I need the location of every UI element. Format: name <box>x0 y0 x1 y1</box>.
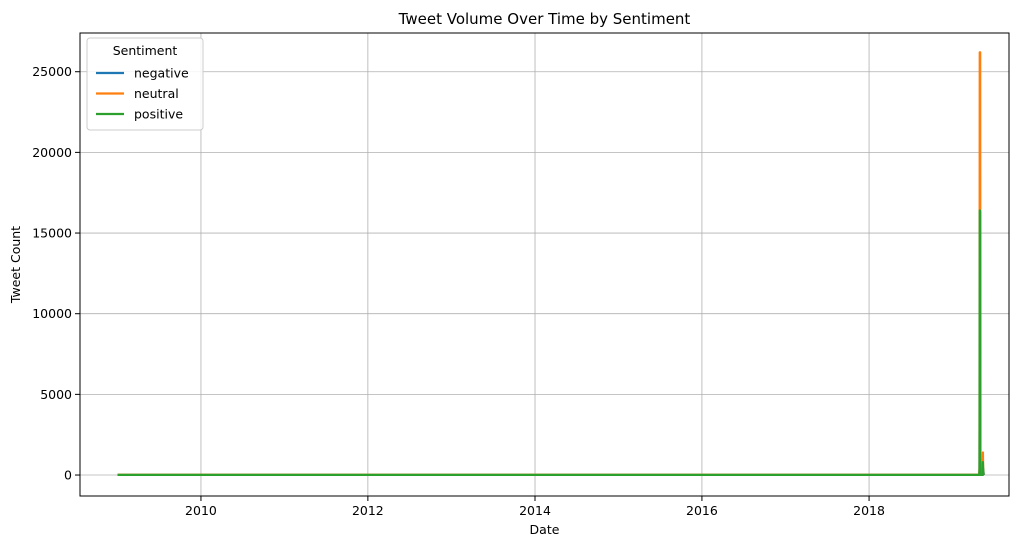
series-layer <box>117 51 985 477</box>
series-line-positive <box>117 209 985 476</box>
y-tick-label: 5000 <box>40 387 72 402</box>
y-tick-label: 25000 <box>32 64 72 79</box>
y-tick-label: 0 <box>64 468 72 483</box>
legend-box <box>86 37 204 131</box>
x-axis-label: Date <box>530 522 560 537</box>
legend-label-negative: negative <box>134 66 189 81</box>
legend: Sentiment negative neutral positive <box>86 37 204 131</box>
ticks: 2010 2012 2014 2016 2018 0 5000 10000 15000 20000… <box>32 64 885 518</box>
legend-label-neutral: neutral <box>134 86 179 101</box>
x-tick-label: 2018 <box>853 503 885 518</box>
y-tick-label: 10000 <box>32 306 72 321</box>
x-tick-label: 2014 <box>519 503 551 518</box>
y-tick-label: 20000 <box>32 145 72 160</box>
y-axis-label: Tweet Count <box>8 226 23 304</box>
plot-frame <box>79 32 1010 497</box>
x-tick-label: 2016 <box>686 503 718 518</box>
chart-title: Tweet Volume Over Time by Sentiment <box>398 10 691 28</box>
y-tick-label: 15000 <box>32 226 72 241</box>
grid <box>80 33 1009 496</box>
x-tick-label: 2010 <box>185 503 217 518</box>
legend-label-positive: positive <box>134 107 183 122</box>
legend-title: Sentiment <box>113 43 178 58</box>
x-tick-label: 2012 <box>352 503 384 518</box>
